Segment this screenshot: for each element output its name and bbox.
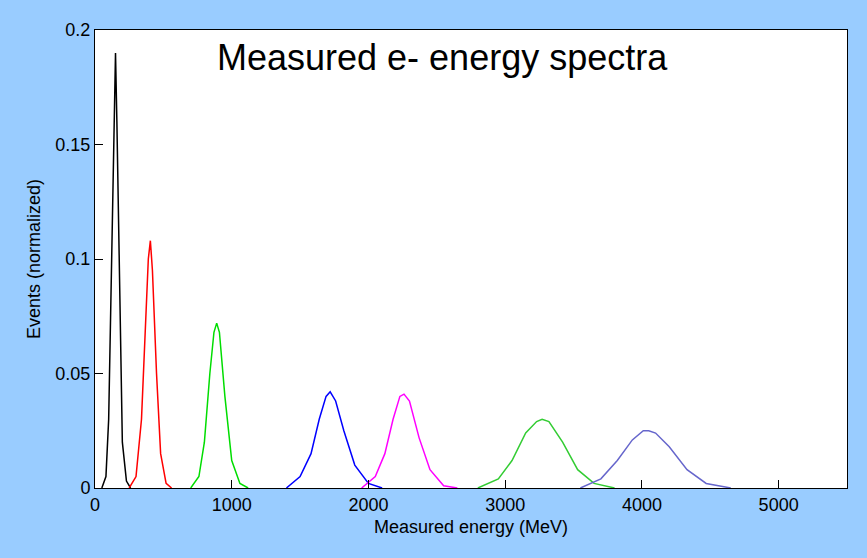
svg-text:3000: 3000	[485, 495, 525, 515]
svg-text:Events (normalized): Events (normalized)	[24, 179, 44, 339]
svg-text:0.2: 0.2	[65, 20, 90, 40]
svg-text:0.05: 0.05	[55, 364, 90, 384]
svg-text:0: 0	[90, 495, 100, 515]
svg-text:5000: 5000	[759, 495, 799, 515]
svg-text:1000: 1000	[212, 495, 252, 515]
svg-text:Measured energy (MeV): Measured energy (MeV)	[374, 517, 568, 537]
svg-text:0.15: 0.15	[55, 135, 90, 155]
svg-text:0: 0	[80, 478, 90, 498]
svg-text:2000: 2000	[348, 495, 388, 515]
svg-text:Measured e- energy spectra: Measured e- energy spectra	[217, 37, 668, 78]
svg-text:0.1: 0.1	[65, 249, 90, 269]
svg-text:4000: 4000	[622, 495, 662, 515]
